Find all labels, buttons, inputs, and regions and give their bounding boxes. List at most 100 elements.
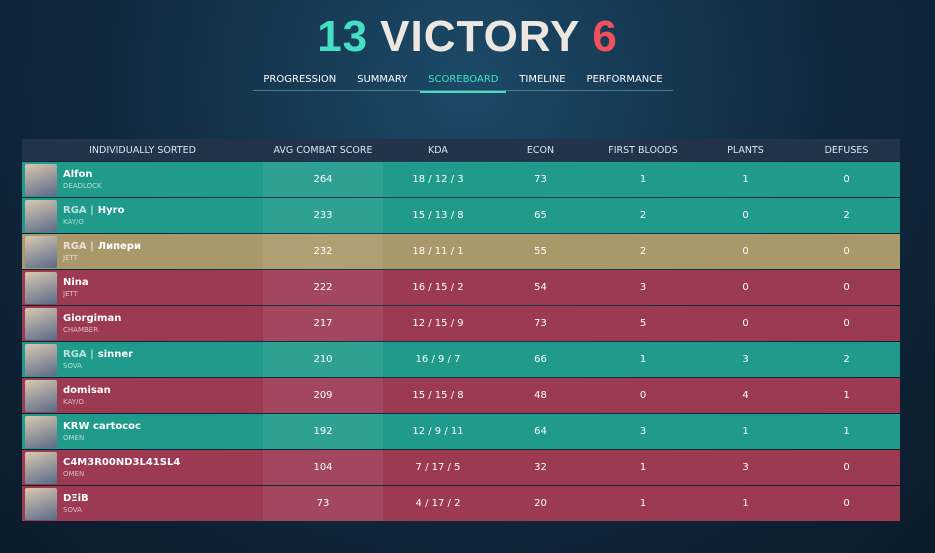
player-name: C4M3R00ND3L41SL4 bbox=[63, 457, 181, 468]
stat-econ: 73 bbox=[534, 174, 547, 185]
stat-first-bloods: 1 bbox=[639, 354, 647, 365]
player-row: Alfon DEADLOCK 264 18 / 12 / 3 73 1 1 0 bbox=[22, 162, 900, 197]
stat-defuses: 0 bbox=[843, 174, 850, 185]
player-name: DΞiB bbox=[63, 493, 89, 504]
player-name: Giorgiman bbox=[63, 313, 122, 324]
stat-acs: 192 bbox=[313, 426, 333, 437]
stat-defuses: 0 bbox=[843, 462, 850, 473]
player-row: RGA | Hyro KAY/O 233 15 / 13 / 8 65 2 0 2 bbox=[22, 198, 900, 233]
stat-plants: 4 bbox=[742, 390, 749, 401]
player-name-line: C4M3R00ND3L41SL4 bbox=[63, 457, 180, 468]
player-info: Nina JETT bbox=[63, 277, 89, 298]
stat-kda: 18 / 12 / 3 bbox=[412, 174, 464, 185]
column-header: DEFUSES bbox=[824, 144, 869, 156]
stat-econ: 20 bbox=[534, 498, 547, 509]
stat-first-bloods: 1 bbox=[639, 462, 647, 473]
stat-kda: 16 / 15 / 2 bbox=[412, 282, 464, 293]
stat-kda: 12 / 15 / 9 bbox=[412, 318, 464, 329]
agent-name: OMEN bbox=[63, 434, 85, 442]
column-header: INDIVIDUALLY SORTED bbox=[89, 144, 196, 156]
player-info: RGA | Липери JETT bbox=[63, 241, 141, 262]
player-cell: DΞiB SOVA bbox=[22, 486, 263, 521]
agent-avatar bbox=[25, 451, 57, 484]
match-result: 13 VICTORY 6 bbox=[0, 12, 935, 62]
tab[interactable]: PERFORMANCE bbox=[586, 74, 663, 85]
player-row: Giorgiman CHAMBER 217 12 / 15 / 9 73 5 0 0 bbox=[22, 306, 900, 341]
stat-first-bloods: 2 bbox=[639, 246, 647, 257]
player-name: Hyro bbox=[97, 205, 125, 216]
scoreboard: INDIVIDUALLY SORTED AVG COMBAT SCORE KDA EC… bbox=[22, 139, 900, 522]
agent-avatar bbox=[25, 271, 57, 304]
player-name: Nina bbox=[63, 277, 89, 288]
player-name: Липери bbox=[97, 241, 141, 252]
player-cell: Giorgiman CHAMBER bbox=[22, 306, 263, 341]
stat-acs: 232 bbox=[313, 246, 333, 257]
agent-avatar bbox=[25, 379, 57, 412]
player-info: domisan KAY/O bbox=[63, 385, 111, 406]
stat-acs: 222 bbox=[313, 282, 333, 293]
stat-econ: 73 bbox=[534, 318, 547, 329]
stat-kda: 12 / 9 / 11 bbox=[412, 426, 464, 437]
stat-plants: 3 bbox=[742, 462, 749, 473]
player-row: RGA | sinner SOVA 210 16 / 9 / 7 66 1 3 2 bbox=[22, 342, 900, 377]
stat-defuses: 1 bbox=[843, 426, 850, 437]
player-cell: Nina JETT bbox=[22, 270, 263, 305]
player-info: DΞiB SOVA bbox=[63, 493, 89, 514]
stat-first-bloods: 1 bbox=[639, 498, 647, 509]
stat-acs: 264 bbox=[313, 174, 333, 185]
tab[interactable]: SUMMARY bbox=[357, 74, 408, 85]
player-row: DΞiB SOVA 73 4 / 17 / 2 20 1 1 0 bbox=[22, 486, 900, 521]
agent-name: SOVA bbox=[63, 506, 82, 514]
agent-name: KAY/O bbox=[63, 218, 84, 226]
stat-kda: 7 / 17 / 5 bbox=[415, 462, 461, 473]
player-row: C4M3R00ND3L41SL4 OMEN 104 7 / 17 / 5 32 1 3 0 bbox=[22, 450, 900, 485]
agent-avatar bbox=[25, 235, 57, 268]
player-cell: Alfon DEADLOCK bbox=[22, 162, 263, 197]
column-header: PLANTS bbox=[727, 144, 764, 156]
player-name-line: RGA | Липери bbox=[63, 241, 141, 252]
acs-highlight bbox=[263, 414, 383, 449]
stat-first-bloods: 0 bbox=[639, 390, 647, 401]
tab[interactable]: TIMELINE bbox=[519, 74, 566, 85]
team-tag: RGA | bbox=[63, 205, 94, 216]
player-name-line: Nina bbox=[63, 277, 89, 288]
tab[interactable]: PROGRESSION bbox=[263, 74, 337, 85]
stat-defuses: 0 bbox=[843, 318, 850, 329]
tab[interactable]: SCOREBOARD bbox=[420, 72, 507, 93]
player-name-line: Alfon bbox=[63, 169, 102, 180]
team-tag: RGA | bbox=[63, 241, 94, 252]
agent-name: DEADLOCK bbox=[63, 182, 102, 190]
stat-first-bloods: 1 bbox=[639, 174, 647, 185]
acs-highlight bbox=[263, 234, 383, 269]
player-cell: domisan KAY/O bbox=[22, 378, 263, 413]
stat-econ: 66 bbox=[534, 354, 547, 365]
player-cell: RGA | Hyro KAY/O bbox=[22, 198, 263, 233]
stat-plants: 3 bbox=[742, 354, 749, 365]
player-cell: C4M3R00ND3L41SL4 OMEN bbox=[22, 450, 263, 485]
acs-highlight bbox=[263, 486, 383, 521]
stat-plants: 1 bbox=[742, 498, 749, 509]
player-cell: RGA | Липери JETT bbox=[22, 234, 263, 269]
stat-kda: 15 / 13 / 8 bbox=[412, 210, 464, 221]
agent-avatar bbox=[25, 199, 57, 232]
agent-name: OMEN bbox=[63, 470, 85, 478]
player-info: Alfon DEADLOCK bbox=[63, 169, 102, 190]
stat-kda: 15 / 15 / 8 bbox=[412, 390, 464, 401]
team-tag: RGA | bbox=[63, 349, 94, 360]
acs-highlight bbox=[263, 270, 383, 305]
stat-defuses: 0 bbox=[843, 498, 850, 509]
player-name: KRW cartococ bbox=[63, 421, 141, 432]
ally-score: 13 bbox=[317, 12, 369, 61]
player-name: domisan bbox=[63, 385, 111, 396]
stat-plants: 1 bbox=[742, 426, 749, 437]
player-name-line: RGA | Hyro bbox=[63, 205, 124, 216]
stat-defuses: 2 bbox=[843, 354, 850, 365]
stat-plants: 0 bbox=[742, 318, 749, 329]
player-name: sinner bbox=[97, 349, 134, 360]
stat-kda: 4 / 17 / 2 bbox=[415, 498, 461, 509]
agent-avatar bbox=[25, 487, 57, 520]
stat-first-bloods: 5 bbox=[639, 318, 647, 329]
player-name-line: domisan bbox=[63, 385, 111, 396]
stat-first-bloods: 3 bbox=[639, 426, 647, 437]
